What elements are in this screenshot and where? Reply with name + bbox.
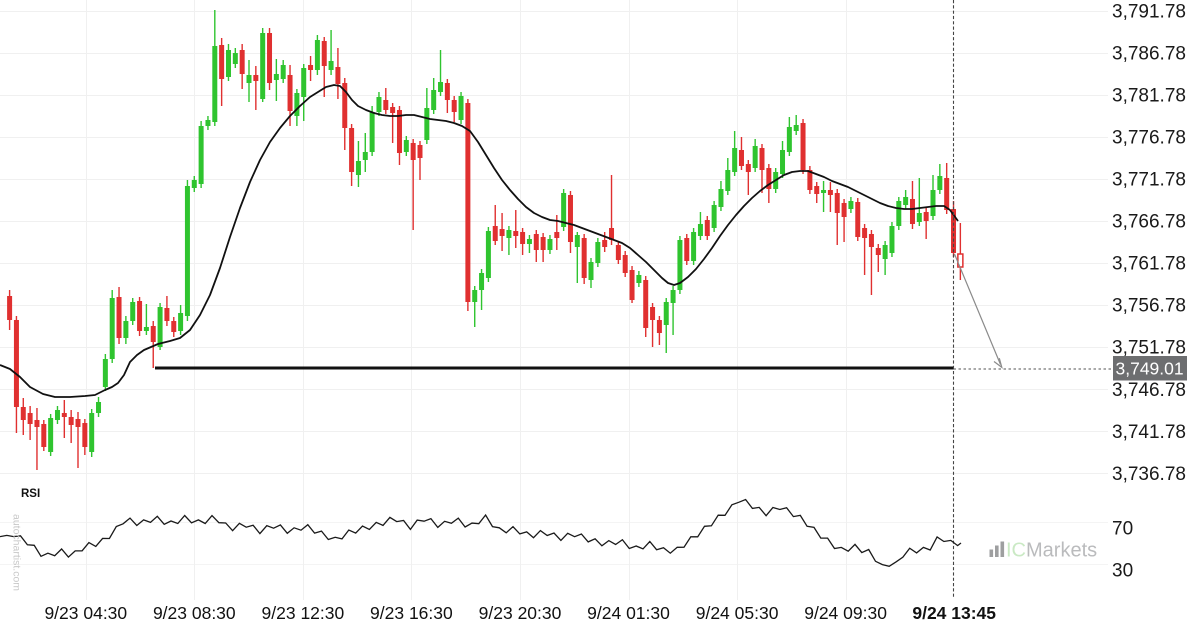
- svg-text:3,781.78: 3,781.78: [1112, 85, 1186, 106]
- svg-text:3,766.78: 3,766.78: [1112, 212, 1186, 233]
- svg-text:3,741.78: 3,741.78: [1112, 422, 1186, 443]
- svg-text:3,761.78: 3,761.78: [1112, 254, 1186, 275]
- svg-text:30: 30: [1112, 561, 1133, 582]
- svg-text:3,746.78: 3,746.78: [1112, 380, 1186, 401]
- svg-text:9/23 12:30: 9/23 12:30: [262, 603, 345, 623]
- svg-text:3,756.78: 3,756.78: [1112, 296, 1186, 317]
- svg-text:IC: IC: [1006, 540, 1026, 562]
- svg-text:3,736.78: 3,736.78: [1112, 464, 1186, 485]
- svg-text:3,786.78: 3,786.78: [1112, 43, 1186, 64]
- svg-text:autochartist.com: autochartist.com: [11, 514, 23, 591]
- svg-text:3,749.01: 3,749.01: [1116, 359, 1184, 379]
- svg-text:9/23 04:30: 9/23 04:30: [44, 603, 127, 623]
- svg-text:3,791.78: 3,791.78: [1112, 1, 1186, 22]
- svg-text:9/24 09:30: 9/24 09:30: [804, 603, 887, 623]
- svg-text:9/23 08:30: 9/23 08:30: [153, 603, 236, 623]
- svg-text:9/23 16:30: 9/23 16:30: [370, 603, 453, 623]
- svg-text:Markets: Markets: [1026, 540, 1097, 562]
- svg-text:3,776.78: 3,776.78: [1112, 127, 1186, 148]
- svg-text:9/24 05:30: 9/24 05:30: [696, 603, 779, 623]
- svg-text:9/23 20:30: 9/23 20:30: [479, 603, 562, 623]
- svg-text:3,771.78: 3,771.78: [1112, 170, 1186, 191]
- svg-text:RSI: RSI: [21, 488, 40, 500]
- svg-text:3,751.78: 3,751.78: [1112, 338, 1186, 359]
- svg-text:9/24 01:30: 9/24 01:30: [587, 603, 670, 623]
- svg-text:70: 70: [1112, 519, 1133, 540]
- svg-text:9/24 13:45: 9/24 13:45: [912, 603, 996, 623]
